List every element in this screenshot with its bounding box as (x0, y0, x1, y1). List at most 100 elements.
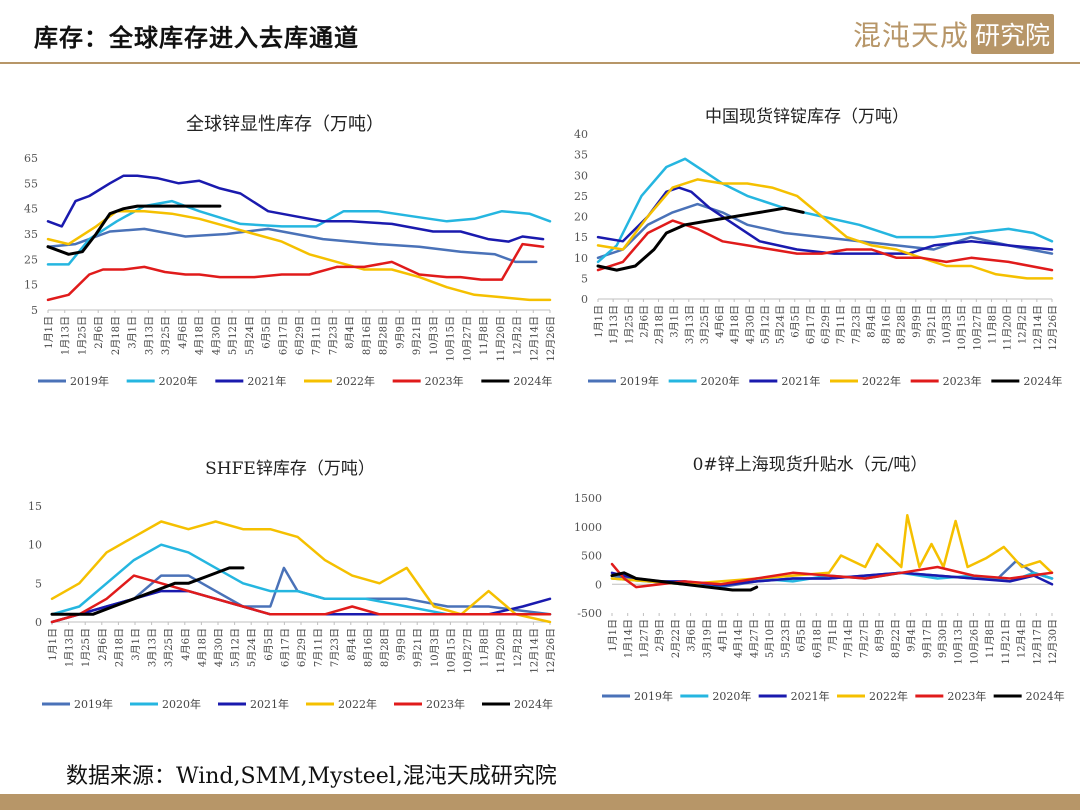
x-tick-label: 3月19日 (701, 619, 713, 658)
x-tick-label: 2月6日 (93, 316, 105, 349)
x-tick-label: 10月26日 (968, 619, 980, 664)
x-tick-label: 3月1日 (669, 305, 681, 338)
x-tick-label: 8月28日 (378, 316, 390, 355)
x-tick-label: 4月6日 (714, 305, 726, 338)
x-tick-label: 1月1日 (593, 305, 605, 338)
y-tick-label: 30 (574, 169, 588, 182)
y-tick-label: 10 (574, 252, 588, 265)
brand-logo: 混沌天成 研究院 (853, 14, 1054, 54)
x-tick-label: 10月15日 (956, 305, 968, 350)
legend-label: 2023年 (943, 374, 982, 388)
x-tick-label: 8月4日 (346, 628, 358, 661)
x-tick-label: 10月3日 (941, 305, 953, 344)
x-tick-label: 10月15日 (445, 316, 457, 361)
y-tick-label: 10 (28, 539, 42, 552)
x-tick-label: 3月13日 (147, 628, 159, 667)
x-tick-label: 4月14日 (733, 619, 745, 658)
x-tick-label: 4月30日 (213, 628, 225, 667)
x-tick-label: 6月18日 (811, 619, 823, 658)
y-tick-label: 0 (581, 293, 588, 306)
legend-label: 2019年 (620, 374, 659, 388)
x-tick-label: 12月14日 (528, 316, 540, 361)
series-line (596, 206, 805, 272)
x-tick-label: 8月22日 (890, 619, 902, 658)
x-tick-label: 5月10日 (764, 619, 776, 658)
x-tick-label: 9月9日 (396, 628, 408, 661)
y-tick-label: 25 (574, 190, 588, 203)
x-tick-label: 1月13日 (64, 628, 76, 667)
x-tick-label: 1月25日 (80, 628, 92, 667)
x-tick-label: 1月1日 (607, 619, 619, 652)
brand-logo-text: 混沌天成 (852, 19, 969, 52)
x-tick-label: 3月25日 (163, 628, 175, 667)
y-tick-label: 500 (581, 550, 602, 563)
x-tick-label: 11月8日 (984, 619, 996, 658)
page-title: 库存：全球库存进入去库通道 (34, 24, 359, 52)
chart-title: 0#锌上海现货升贴水（元/吨） (693, 455, 928, 475)
x-tick-label: 9月9日 (394, 316, 406, 349)
y-tick-label: 15 (574, 231, 588, 244)
x-tick-label: 12月30日 (1047, 619, 1059, 664)
x-tick-label: 3月13日 (684, 305, 696, 344)
x-tick-label: 3月6日 (686, 619, 698, 652)
series-line (50, 543, 552, 616)
x-tick-label: 4月6日 (177, 316, 189, 349)
chart-title: SHFE锌库存（万吨） (205, 459, 375, 479)
y-tick-label: 0 (595, 578, 602, 591)
y-tick-label: 15 (24, 279, 38, 292)
legend-label: 2020年 (159, 374, 198, 388)
legend-label: 2019年 (70, 374, 109, 388)
x-tick-label: 9月21日 (926, 305, 938, 344)
x-tick-label: 8月4日 (865, 305, 877, 338)
x-tick-label: 6月17日 (805, 305, 817, 344)
x-tick-label: 7月11日 (311, 316, 323, 355)
x-tick-label: 10月27日 (462, 628, 474, 673)
x-tick-label: 6月5日 (796, 619, 808, 652)
x-tick-label: 3月1日 (127, 316, 139, 349)
x-tick-label: 2月18日 (110, 316, 122, 355)
x-tick-label: 6月29日 (296, 628, 308, 667)
x-tick-label: 7月27日 (858, 619, 870, 658)
legend-label: 2019年 (74, 697, 113, 711)
x-tick-label: 5月12日 (227, 316, 239, 355)
x-tick-label: 12月26日 (545, 628, 557, 673)
series-line (46, 199, 552, 266)
y-tick-label: 35 (24, 228, 38, 241)
x-tick-label: 10月27日 (461, 316, 473, 361)
footer-band (0, 794, 1080, 810)
legend-label: 2024年 (1026, 689, 1065, 703)
x-tick-label: 8月16日 (881, 305, 893, 344)
legend-label: 2021年 (781, 374, 820, 388)
x-tick-label: 1月13日 (60, 316, 72, 355)
legend-label: 2020年 (701, 374, 740, 388)
x-tick-label: 2月22日 (670, 619, 682, 658)
x-tick-label: 1月14日 (623, 619, 635, 658)
y-tick-label: 5 (35, 577, 42, 590)
x-tick-label: 7月23日 (327, 316, 339, 355)
legend-label: 2024年 (514, 697, 553, 711)
y-tick-label: 15 (28, 500, 42, 513)
legend-label: 2023年 (425, 374, 464, 388)
x-tick-label: 12月2日 (512, 628, 524, 667)
legend-label: 2022年 (336, 374, 375, 388)
y-tick-label: 5 (31, 304, 38, 317)
chart-global-zinc-inventory: 全球锌显性库存（万吨） 5 15 25 35 45 55 65 1月1日 1月13日 1月25日 2月… (24, 114, 557, 388)
y-tick-label: 35 (574, 149, 588, 162)
x-tick-label: 4月30日 (210, 316, 222, 355)
x-tick-label: 7月11日 (313, 628, 325, 667)
x-tick-label: 9月21日 (411, 316, 423, 355)
legend-label: 2021年 (247, 374, 286, 388)
x-tick-label: 12月2日 (1017, 305, 1029, 344)
x-tick-label: 1月13日 (608, 305, 620, 344)
x-tick-label: 12月14日 (1032, 305, 1044, 350)
header-divider (0, 62, 1080, 64)
x-tick-label: 6月5日 (790, 305, 802, 338)
x-tick-label: 3月1日 (130, 628, 142, 661)
legend-label: 2024年 (1023, 374, 1062, 388)
series-line (46, 227, 538, 264)
chart-shanghai-spot-premium: 0#锌上海现货升贴水（元/吨） -500 0 500 1000 1500 1月1日 1月14日… (574, 455, 1065, 703)
x-tick-label: 11月20日 (495, 316, 507, 361)
legend-label: 2021年 (791, 689, 830, 703)
x-tick-label: 6月5日 (263, 628, 275, 661)
series-line (596, 178, 1054, 280)
